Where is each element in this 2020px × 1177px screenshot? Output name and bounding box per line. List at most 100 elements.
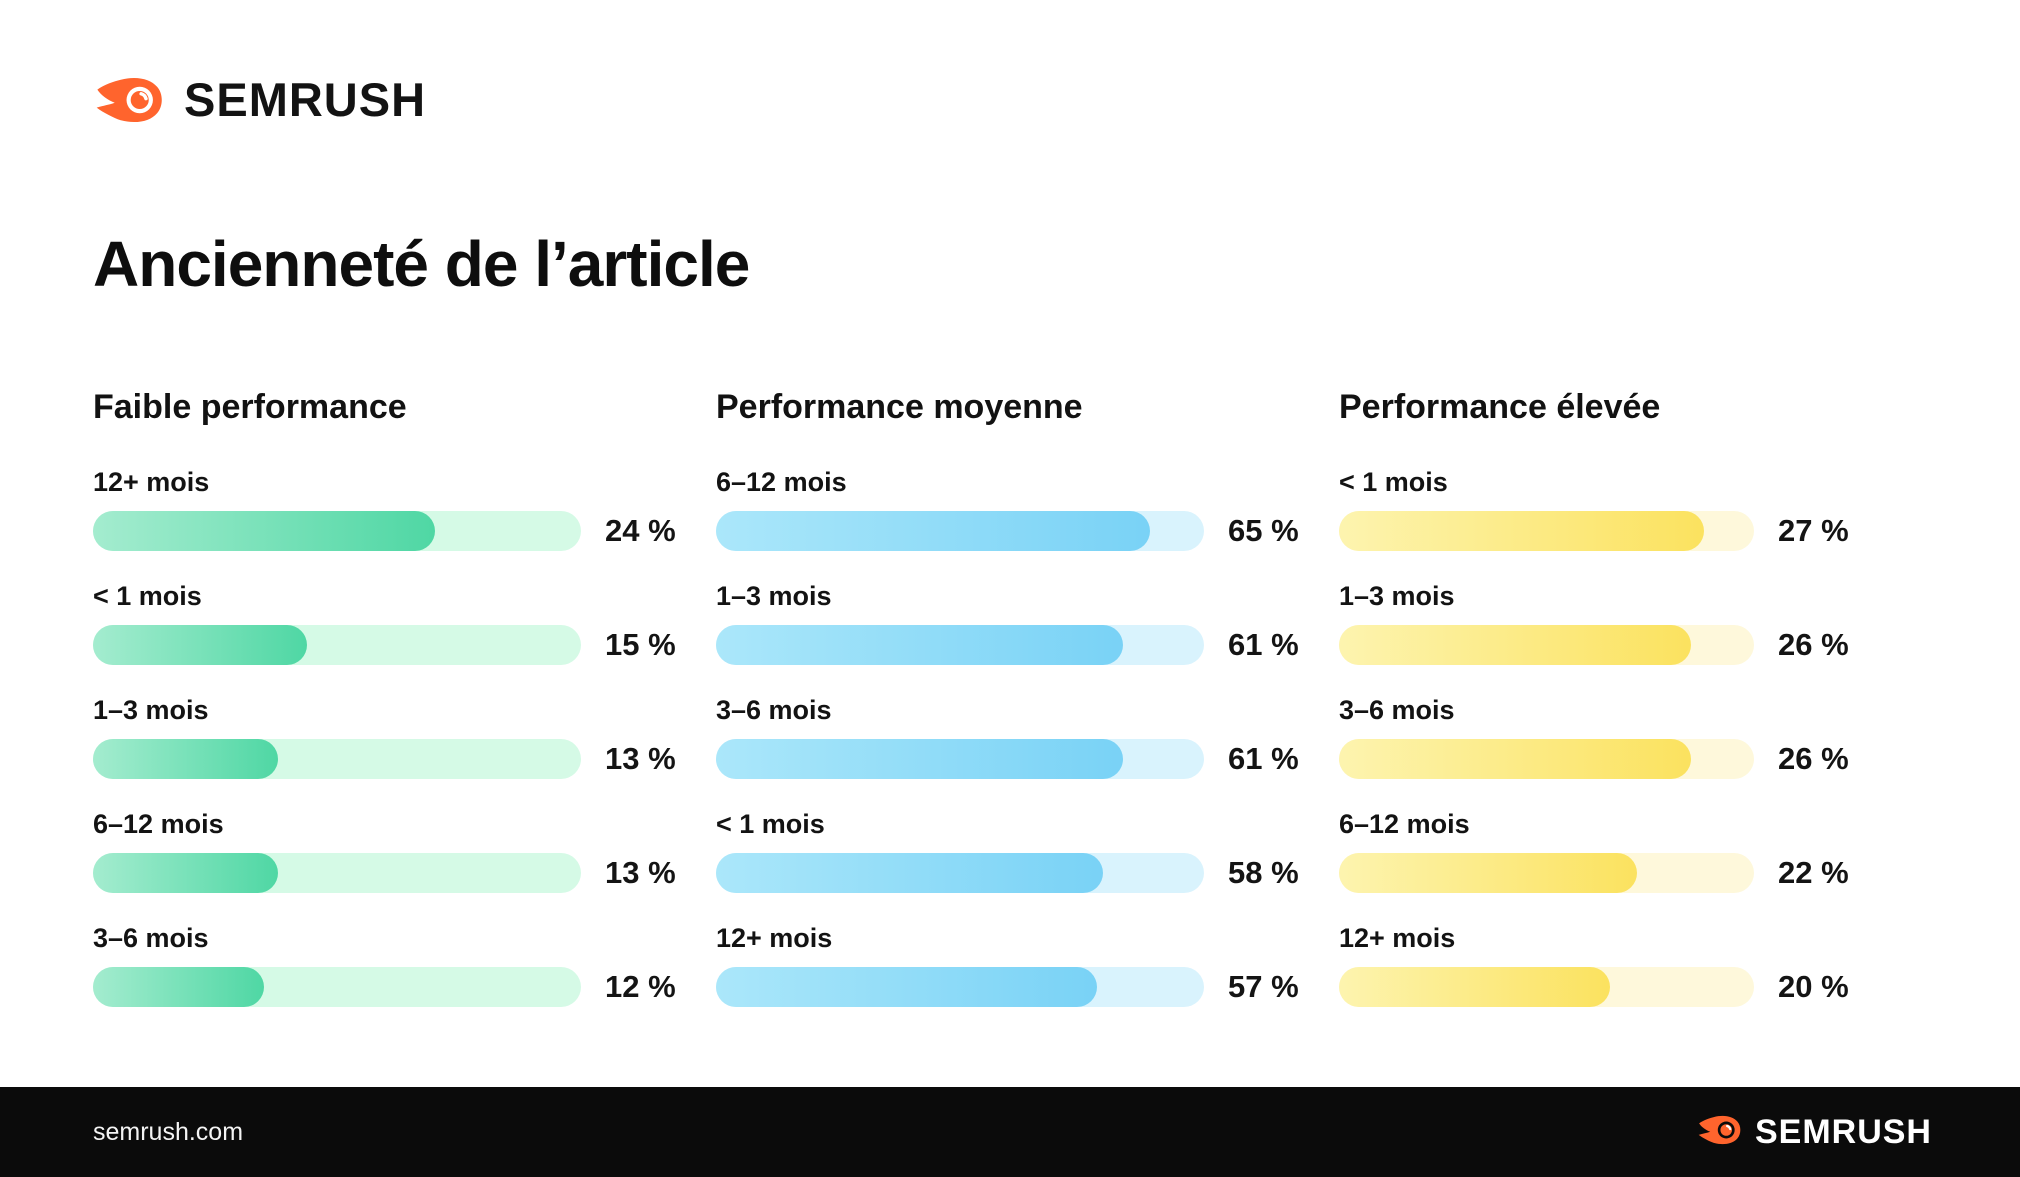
bar-row: 6–12 mois 13 % (93, 807, 693, 893)
bar-label: 1–3 mois (93, 695, 209, 725)
bar-value: 12 % (605, 969, 676, 1004)
bar-line: 61 % (716, 625, 1316, 665)
bar-label: < 1 mois (716, 809, 825, 839)
bar-label: < 1 mois (93, 581, 202, 611)
bar-track (1339, 853, 1754, 893)
semrush-comet-icon (93, 75, 167, 125)
bar-fill (93, 967, 264, 1007)
column-title: Faible performance (93, 388, 407, 426)
bar-row: 12+ mois 24 % (93, 465, 693, 551)
bar-row: 1–3 mois 26 % (1339, 579, 1929, 665)
bar-value: 24 % (605, 513, 676, 548)
bar-line: 57 % (716, 967, 1316, 1007)
bar-track (1339, 967, 1754, 1007)
bar-value: 20 % (1778, 969, 1849, 1004)
bar-label: 12+ mois (93, 467, 210, 497)
bar-fill (93, 853, 278, 893)
bar-label: 3–6 mois (93, 923, 209, 953)
bar-row: < 1 mois 27 % (1339, 465, 1929, 551)
bar-line: 61 % (716, 739, 1316, 779)
bar-rows: < 1 mois 27 % 1–3 mois 26 % 3–6 mois 26 % 6–12… (1339, 465, 1929, 1007)
bar-line: 24 % (93, 511, 693, 551)
bar-line: 13 % (93, 739, 693, 779)
bar-value: 15 % (605, 627, 676, 662)
bar-label: < 1 mois (1339, 467, 1448, 497)
bar-row: 12+ mois 20 % (1339, 921, 1929, 1007)
column-title: Performance moyenne (716, 388, 1083, 426)
brand-wordmark: SEMRUSH (184, 73, 427, 126)
bar-rows: 6–12 mois 65 % 1–3 mois 61 % 3–6 mois 61 % < 1… (716, 465, 1316, 1007)
bar-track (1339, 739, 1754, 779)
bar-row: 6–12 mois 65 % (716, 465, 1316, 551)
bar-label: 3–6 mois (716, 695, 832, 725)
bar-line: 13 % (93, 853, 693, 893)
chart-column-blue: Performance moyenne 6–12 mois 65 % 1–3 mois… (716, 385, 1316, 1035)
bar-label: 12+ mois (716, 923, 833, 953)
bar-fill (1339, 625, 1691, 665)
bar-row: 6–12 mois 22 % (1339, 807, 1929, 893)
bar-line: 65 % (716, 511, 1316, 551)
bar-fill (716, 511, 1151, 551)
footer-wordmark: SEMRUSH (1754, 1112, 1932, 1151)
chart-column-green: Faible performance 12+ mois 24 % < 1 mois 15… (93, 385, 693, 1035)
bar-track (93, 739, 581, 779)
bar-track (716, 511, 1204, 551)
bar-fill (1339, 967, 1610, 1007)
bar-row: 3–6 mois 26 % (1339, 693, 1929, 779)
bar-value: 26 % (1778, 627, 1849, 662)
bar-track (93, 625, 581, 665)
bar-value: 61 % (1228, 741, 1299, 776)
bar-track (93, 853, 581, 893)
bar-fill (1339, 853, 1637, 893)
bar-rows: 12+ mois 24 % < 1 mois 15 % 1–3 mois 13 % 6–12… (93, 465, 693, 1007)
bar-line: 27 % (1339, 511, 1929, 551)
bar-row: 1–3 mois 61 % (716, 579, 1316, 665)
bar-line: 26 % (1339, 739, 1929, 779)
footer-site-url: semrush.com (93, 1117, 244, 1146)
bar-track (93, 511, 581, 551)
bar-line: 12 % (93, 967, 693, 1007)
column-title: Performance élevée (1339, 388, 1661, 426)
bar-value: 13 % (605, 855, 676, 890)
bar-value: 26 % (1778, 741, 1849, 776)
bar-track (716, 853, 1204, 893)
bar-line: 15 % (93, 625, 693, 665)
bar-row: 12+ mois 57 % (716, 921, 1316, 1007)
bar-row: < 1 mois 58 % (716, 807, 1316, 893)
footer-comet-icon (1697, 1114, 1743, 1151)
bar-fill (716, 739, 1124, 779)
bar-fill (716, 853, 1104, 893)
semrush-logo: SEMRUSH (93, 72, 1932, 127)
bar-line: 26 % (1339, 625, 1929, 665)
bar-track (93, 967, 581, 1007)
chart-columns: Faible performance 12+ mois 24 % < 1 mois 15… (93, 385, 1932, 1035)
bar-fill (1339, 739, 1691, 779)
bar-label: 6–12 mois (93, 809, 224, 839)
bar-fill (93, 739, 278, 779)
bar-fill (716, 625, 1124, 665)
bar-track (1339, 625, 1754, 665)
bar-fill (1339, 511, 1705, 551)
bar-line: 20 % (1339, 967, 1929, 1007)
bar-label: 6–12 mois (716, 467, 847, 497)
bar-line: 58 % (716, 853, 1316, 893)
bar-row: 3–6 mois 12 % (93, 921, 693, 1007)
bar-track (716, 625, 1204, 665)
bar-label: 12+ mois (1339, 923, 1456, 953)
page-title: Ancienneté de l’article (93, 228, 750, 300)
bar-track (1339, 511, 1754, 551)
bar-label: 1–3 mois (1339, 581, 1455, 611)
bar-label: 6–12 mois (1339, 809, 1470, 839)
bar-label: 1–3 mois (716, 581, 832, 611)
bar-value: 61 % (1228, 627, 1299, 662)
bar-value: 65 % (1228, 513, 1299, 548)
bar-fill (716, 967, 1097, 1007)
bar-value: 57 % (1228, 969, 1299, 1004)
footer-logo: SEMRUSH (1697, 1113, 1932, 1152)
bar-value: 22 % (1778, 855, 1849, 890)
bar-label: 3–6 mois (1339, 695, 1455, 725)
footer: semrush.com SEMRUSH (0, 1087, 2020, 1177)
bar-row: 3–6 mois 61 % (716, 693, 1316, 779)
bar-row: < 1 mois 15 % (93, 579, 693, 665)
bar-track (716, 967, 1204, 1007)
